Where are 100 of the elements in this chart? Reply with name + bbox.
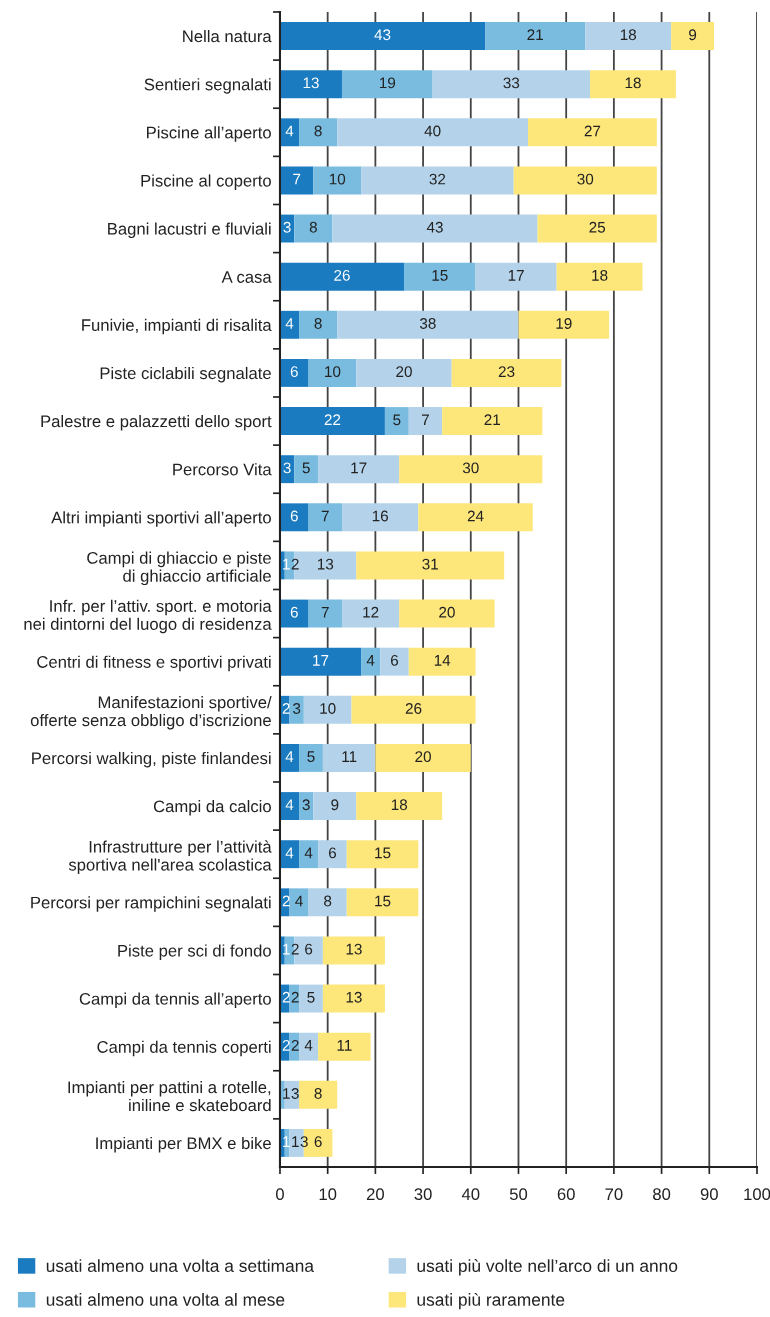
data-label: 10: [325, 366, 341, 378]
bar: [518, 310, 610, 339]
y-tick-label: Campi di ghiaccio e piste di ghiaccio artificiale: [87, 551, 271, 586]
data-label: 2: [282, 703, 290, 714]
data-label: 19: [379, 77, 396, 89]
data-label: 13: [317, 558, 334, 570]
data-label: 4: [304, 847, 313, 859]
data-label: 20: [439, 606, 455, 618]
data-label: 18: [625, 77, 641, 89]
bar: [341, 503, 419, 532]
data-label: 6: [290, 510, 298, 522]
bar: [279, 407, 385, 436]
data-label: 15: [432, 270, 448, 281]
data-label: 3: [300, 1136, 308, 1148]
bar: [279, 262, 404, 291]
bar: [299, 1032, 319, 1061]
x-tick-label: 20: [366, 1188, 384, 1201]
data-label: 13: [346, 991, 362, 1003]
data-label: 9: [689, 29, 697, 41]
data-label: 6: [305, 943, 313, 955]
data-label: 12: [363, 606, 379, 618]
bar: [279, 118, 300, 147]
bar: [356, 551, 505, 580]
y-tick-label: Centri di fitness e sportivi privati: [37, 655, 271, 672]
bar: [318, 1032, 371, 1061]
bar: [432, 70, 591, 99]
bar: [671, 22, 715, 50]
data-label: 31: [422, 558, 438, 570]
data-label: 15: [375, 895, 391, 907]
bar: [451, 358, 562, 387]
legend-label: usati più volte nell’arco di un anno: [417, 1259, 678, 1276]
bar: [485, 22, 586, 50]
data-label: 6: [390, 654, 399, 666]
bar: [279, 503, 309, 532]
bar: [299, 984, 323, 1013]
bar: [351, 695, 476, 724]
data-label: 17: [351, 462, 367, 474]
bar: [279, 166, 314, 195]
bar: [346, 888, 419, 917]
y-tick-label: Impianti per pattini a rotelle, iniline e skateboard: [68, 1081, 271, 1112]
data-label: 16: [372, 510, 388, 522]
bar: [590, 70, 676, 99]
data-label: 20: [396, 366, 412, 378]
data-label: 2: [282, 991, 290, 1003]
data-label: 18: [391, 799, 408, 811]
data-label: 8: [314, 125, 322, 137]
y-tick-label: Piscine all’aperto: [147, 126, 271, 142]
y-tick-label: Percorso Vita: [173, 463, 272, 476]
y-tick-label: Manifestazioni sportive/ offerte senza obbligo d’iscrizione: [30, 696, 272, 730]
data-label: 2: [291, 1039, 299, 1051]
data-label: 4: [285, 847, 294, 859]
y-tick-label: Funivie, impianti di risalita: [82, 318, 272, 335]
bar: [308, 888, 347, 917]
data-label: 10: [320, 703, 336, 714]
data-label: 2: [282, 1039, 290, 1051]
x-tick-label: 90: [700, 1188, 718, 1201]
bar: [332, 214, 538, 243]
bar: [341, 599, 400, 628]
bar: [322, 936, 385, 965]
data-label: 6: [290, 606, 298, 618]
data-label: 2: [291, 991, 299, 1003]
x-tick-label: 70: [605, 1188, 623, 1201]
y-tick-label: Campi da calcio: [153, 800, 271, 816]
x-tick-label: 100: [744, 1188, 770, 1201]
data-label: 4: [285, 751, 294, 762]
data-label: 4: [285, 318, 294, 329]
bar: [337, 118, 529, 147]
x-tick-label: 30: [414, 1188, 432, 1201]
data-label: 10: [329, 173, 346, 185]
data-label: 3: [291, 1088, 299, 1099]
data-label: 26: [405, 703, 422, 714]
data-label: 9: [331, 799, 339, 811]
data-label: 27: [584, 125, 601, 137]
data-label: 8: [324, 895, 332, 907]
bar: [408, 407, 443, 436]
bar: [299, 840, 319, 869]
bar: [341, 70, 433, 99]
data-label: 6: [314, 1136, 322, 1148]
data-label: 14: [434, 655, 451, 666]
data-label: 19: [556, 318, 572, 329]
data-label: 21: [527, 29, 543, 40]
bar: [384, 407, 409, 436]
data-label: 3: [302, 799, 310, 811]
data-label: 4: [366, 655, 375, 666]
y-tick-label: Palestre e palazzetti dello sport: [41, 415, 272, 431]
data-label: 30: [577, 173, 594, 185]
bar: [375, 743, 471, 772]
data-label: 7: [321, 510, 329, 522]
x-tick-label: 10: [319, 1188, 337, 1201]
data-label: 7: [321, 606, 329, 618]
data-label: 40: [424, 125, 441, 137]
data-label: 30: [462, 462, 479, 474]
bar: [289, 695, 304, 724]
data-label: 26: [334, 269, 350, 281]
bar: [537, 214, 657, 243]
data-label: 5: [307, 751, 315, 763]
data-label: 6: [328, 847, 337, 859]
bar: [528, 118, 657, 147]
bar: [308, 599, 342, 628]
bar: [380, 647, 409, 676]
